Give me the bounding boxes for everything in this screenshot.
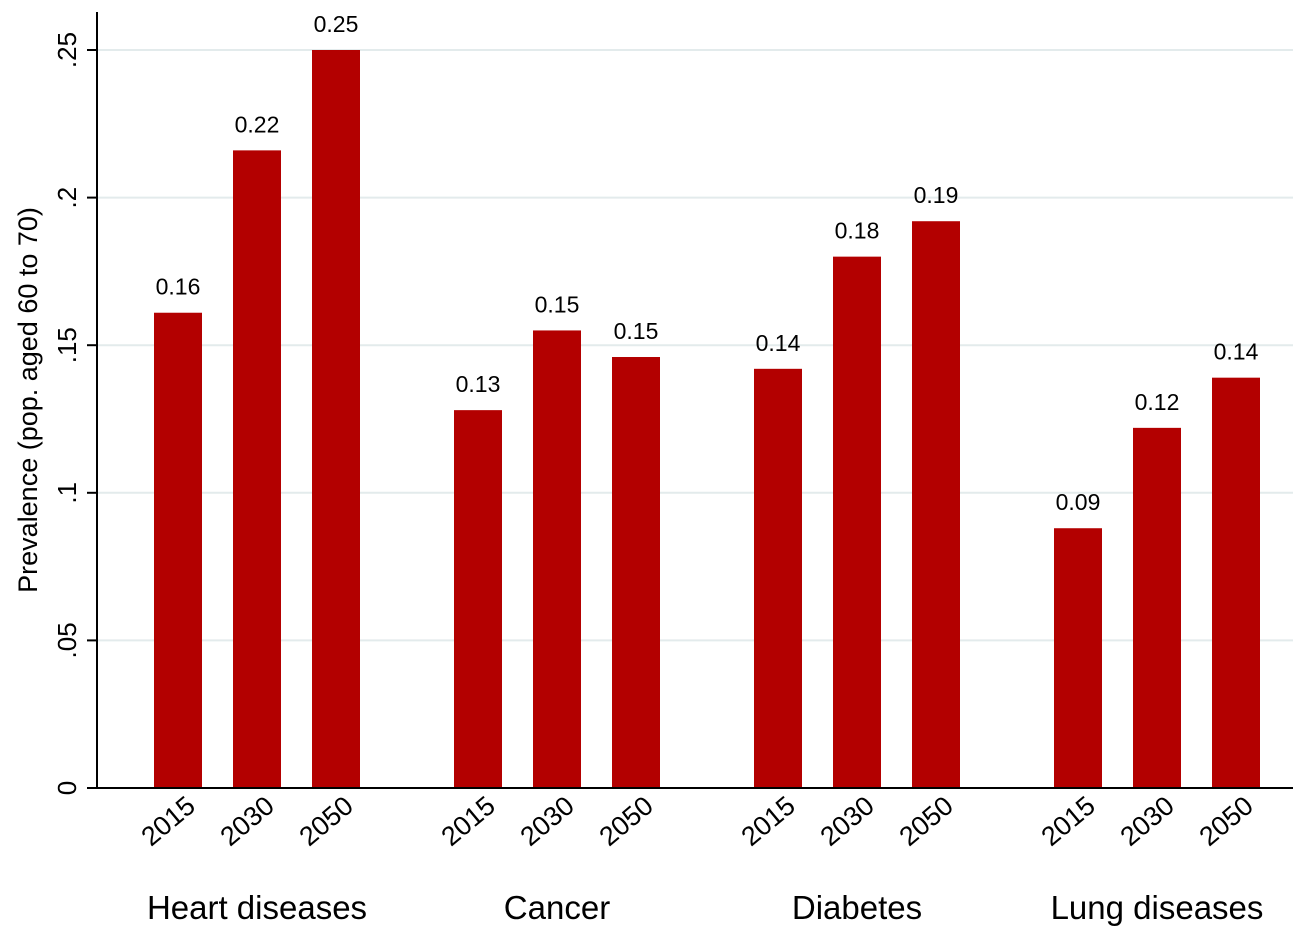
x-tick-label: 2050 [294,790,359,852]
bar [233,150,281,788]
y-tick-label: 0 [52,781,82,795]
bar [1212,378,1260,788]
bar-value-label: 0.09 [1056,489,1101,515]
x-tick-label: 2015 [436,790,501,852]
bar-value-label: 0.13 [456,371,501,397]
bar-value-label: 0.19 [914,182,959,208]
bar-value-label: 0.25 [314,11,359,37]
bars [154,50,1260,788]
bar-value-label: 0.15 [614,318,659,344]
bar [312,50,360,788]
y-tick-label: .05 [52,622,82,658]
x-tick-label: 2050 [1194,790,1259,852]
y-tick-label: .2 [52,187,82,209]
bar [833,257,881,788]
x-tick-label: 2030 [215,790,280,852]
x-tick-label: 2030 [1115,790,1180,852]
bar-value-label: 0.16 [156,274,201,300]
bar [1054,528,1102,788]
bar-value-label: 0.15 [535,291,580,317]
y-axis-title: Prevalence (pop. aged 60 to 70) [13,207,43,593]
x-tick-label: 2015 [1036,790,1101,852]
group-label: Heart diseases [147,889,367,926]
bar-value-label: 0.18 [835,218,880,244]
bar [454,410,502,788]
x-tick-label: 2030 [815,790,880,852]
y-tick-label: .25 [52,32,82,68]
group-label: Diabetes [792,889,922,926]
y-tick-label: .15 [52,327,82,363]
bar-value-label: 0.14 [756,330,801,356]
x-tick-label: 2030 [515,790,580,852]
group-label: Lung diseases [1051,889,1264,926]
bar-value-label: 0.14 [1214,339,1259,365]
bar [154,313,202,788]
x-tick-label: 2015 [736,790,801,852]
bar [533,330,581,788]
bar-value-label: 0.12 [1135,389,1180,415]
y-tick-label: .1 [52,482,82,504]
group-label: Cancer [504,889,610,926]
bar [754,369,802,788]
bar [912,221,960,788]
x-tick-label: 2050 [594,790,659,852]
bar-value-label: 0.22 [235,111,280,137]
bar [612,357,660,788]
x-tick-label: 2050 [894,790,959,852]
bar [1133,428,1181,788]
x-tick-label: 2015 [136,790,201,852]
